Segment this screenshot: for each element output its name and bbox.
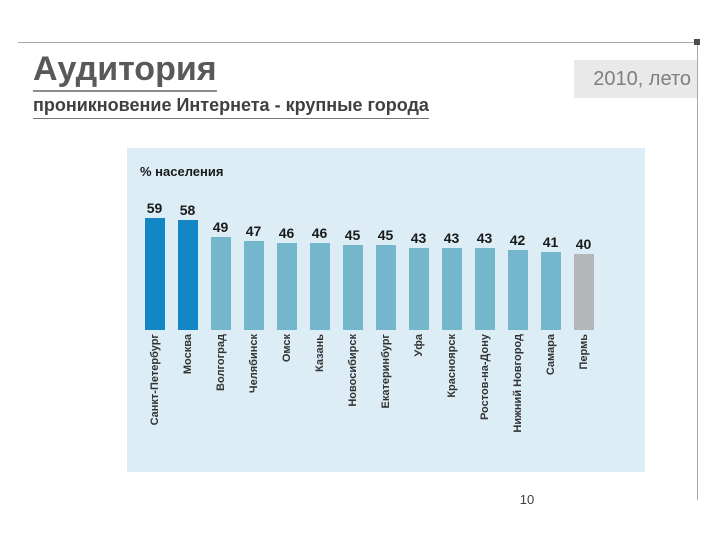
category-label: Казань bbox=[313, 334, 326, 372]
category-label-cell: Нижний Новгород bbox=[501, 330, 534, 472]
bar-column: 46 bbox=[270, 148, 303, 330]
slide-corner-handle bbox=[694, 39, 700, 45]
bar-value-label: 59 bbox=[146, 200, 163, 216]
category-labels-row: Санкт-Петербург Москва Волгоград Челябинск О… bbox=[138, 330, 600, 472]
category-label-cell: Самара bbox=[534, 330, 567, 472]
category-label-cell: Волгоград bbox=[204, 330, 237, 472]
category-label-cell: Новосибирск bbox=[336, 330, 369, 472]
category-label-cell: Уфа bbox=[402, 330, 435, 472]
bar-value-label: 43 bbox=[476, 230, 493, 246]
category-label: Ростов-на-Дону bbox=[478, 334, 491, 421]
slide-subtitle: проникновение Интернета - крупные города bbox=[33, 95, 429, 119]
bar bbox=[309, 243, 330, 330]
bar-column: 43 bbox=[402, 148, 435, 330]
bar-value-label: 40 bbox=[575, 236, 592, 252]
bar bbox=[276, 243, 297, 330]
bar-value-label: 49 bbox=[212, 219, 229, 235]
category-label-cell: Санкт-Петербург bbox=[138, 330, 171, 472]
date-label: 2010, лето bbox=[593, 67, 691, 90]
category-label: Москва bbox=[181, 334, 194, 375]
bar-value-label: 58 bbox=[179, 202, 196, 218]
category-label: Новосибирск bbox=[346, 334, 359, 407]
bar bbox=[342, 245, 363, 330]
bar-column: 47 bbox=[237, 148, 270, 330]
bar-value-label: 41 bbox=[542, 234, 559, 250]
bar-value-label: 43 bbox=[443, 230, 460, 246]
bar-value-label: 45 bbox=[344, 227, 361, 243]
category-label: Уфа bbox=[412, 334, 425, 357]
category-label-cell: Москва bbox=[171, 330, 204, 472]
bar-column: 59 bbox=[138, 148, 171, 330]
bar bbox=[441, 248, 462, 330]
chart-ylabel: % населения bbox=[140, 164, 224, 179]
category-label-cell: Красноярск bbox=[435, 330, 468, 472]
bar-column: 46 bbox=[303, 148, 336, 330]
bar bbox=[375, 245, 396, 330]
category-label: Екатеринбург bbox=[379, 334, 392, 409]
bar bbox=[408, 248, 429, 330]
category-label: Пермь bbox=[577, 334, 590, 370]
bar-column: 42 bbox=[501, 148, 534, 330]
bars-row: 59 58 49 47 46 46 45 45 43 43 43 42 41 40 bbox=[138, 148, 600, 330]
bar-value-label: 43 bbox=[410, 230, 427, 246]
category-label-cell: Казань bbox=[303, 330, 336, 472]
page-number: 10 bbox=[519, 492, 535, 507]
bar bbox=[210, 237, 231, 330]
category-label: Нижний Новгород bbox=[511, 334, 524, 433]
bar-column: 40 bbox=[567, 148, 600, 330]
category-label: Волгоград bbox=[214, 334, 227, 391]
bar-value-label: 45 bbox=[377, 227, 394, 243]
category-label: Красноярск bbox=[445, 334, 458, 398]
bar bbox=[474, 248, 495, 330]
category-label: Челябинск bbox=[247, 334, 260, 394]
bar bbox=[507, 250, 528, 330]
bar bbox=[177, 220, 198, 330]
bar bbox=[243, 241, 264, 330]
bar-value-label: 46 bbox=[311, 225, 328, 241]
bar-column: 45 bbox=[369, 148, 402, 330]
slide-right-border bbox=[697, 42, 698, 500]
bar bbox=[573, 254, 594, 330]
category-label: Самара bbox=[544, 334, 557, 376]
category-label-cell: Пермь bbox=[567, 330, 600, 472]
category-label-cell: Омск bbox=[270, 330, 303, 472]
slide-top-border bbox=[18, 42, 698, 43]
bar-column: 41 bbox=[534, 148, 567, 330]
bar-column: 49 bbox=[204, 148, 237, 330]
date-box: 2010, лето bbox=[574, 60, 697, 98]
category-label-cell: Челябинск bbox=[237, 330, 270, 472]
category-label: Санкт-Петербург bbox=[148, 334, 161, 426]
category-label-cell: Екатеринбург bbox=[369, 330, 402, 472]
bar-column: 43 bbox=[468, 148, 501, 330]
bar bbox=[144, 218, 165, 330]
slide-title: Аудитория bbox=[33, 50, 217, 92]
bar-column: 43 bbox=[435, 148, 468, 330]
bar-value-label: 46 bbox=[278, 225, 295, 241]
category-label: Омск bbox=[280, 334, 293, 363]
bar bbox=[540, 252, 561, 330]
bar-column: 58 bbox=[171, 148, 204, 330]
bar-column: 45 bbox=[336, 148, 369, 330]
bar-value-label: 47 bbox=[245, 223, 262, 239]
bar-value-label: 42 bbox=[509, 232, 526, 248]
bar-chart: % населения 59 58 49 47 46 46 45 45 43 43 43 42 41 40… bbox=[127, 148, 645, 472]
category-label-cell: Ростов-на-Дону bbox=[468, 330, 501, 472]
